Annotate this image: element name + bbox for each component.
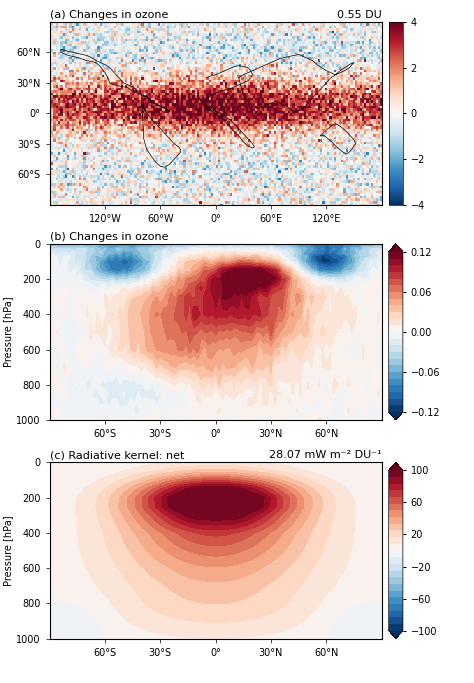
- Y-axis label: Pressure [hPa]: Pressure [hPa]: [3, 515, 13, 586]
- Text: (b) Changes in ozone: (b) Changes in ozone: [50, 232, 168, 242]
- Text: 28.07 mW m⁻² DU⁻¹: 28.07 mW m⁻² DU⁻¹: [269, 450, 382, 460]
- Y-axis label: Pressure [hPa]: Pressure [hPa]: [3, 296, 13, 367]
- Text: 0.55 DU: 0.55 DU: [337, 10, 382, 20]
- PathPatch shape: [389, 412, 403, 420]
- PathPatch shape: [389, 630, 403, 639]
- Text: (a) Changes in ozone: (a) Changes in ozone: [50, 10, 168, 20]
- PathPatch shape: [389, 244, 403, 252]
- Text: (c) Radiative kernel: net: (c) Radiative kernel: net: [50, 450, 184, 460]
- PathPatch shape: [389, 462, 403, 471]
